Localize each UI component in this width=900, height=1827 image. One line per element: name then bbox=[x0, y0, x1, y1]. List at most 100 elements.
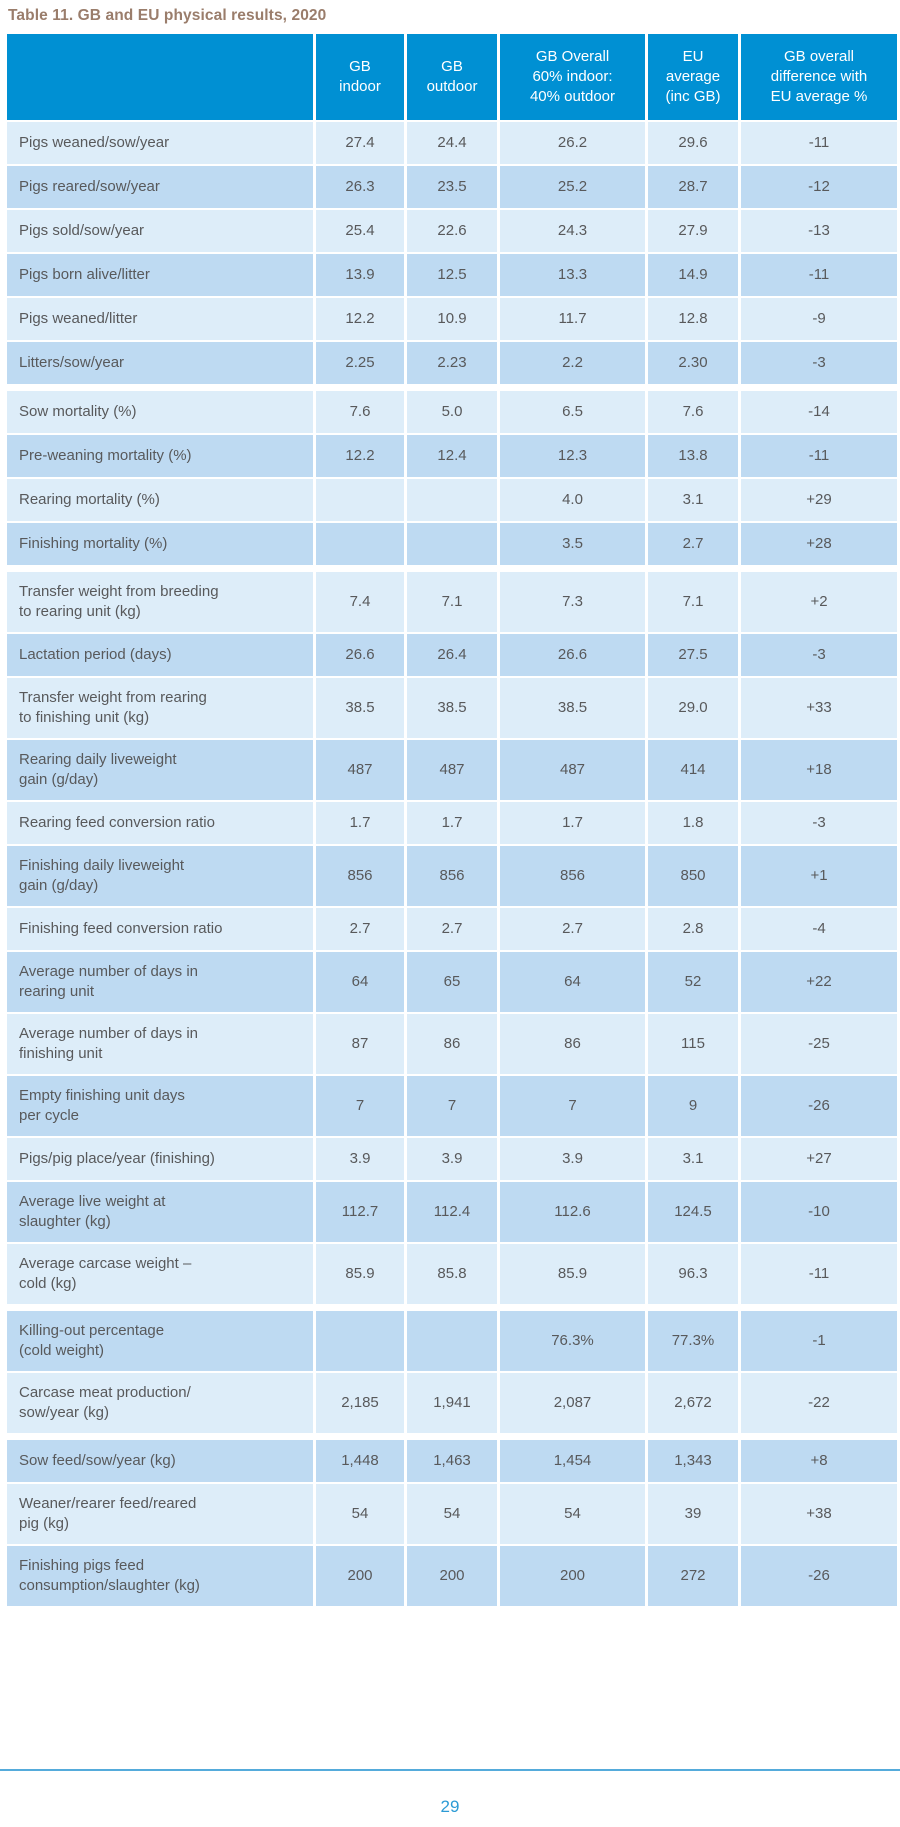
cell-value: 3.9 bbox=[500, 1138, 645, 1180]
page-number: 29 bbox=[440, 1797, 460, 1816]
cell-value: 7 bbox=[500, 1076, 645, 1136]
cell-value: +27 bbox=[741, 1138, 897, 1180]
cell-value: 7.6 bbox=[648, 391, 738, 433]
table-row: Transfer weight from breeding to rearing… bbox=[7, 572, 897, 632]
cell-value: -11 bbox=[741, 122, 897, 164]
cell-value: 54 bbox=[407, 1484, 497, 1544]
row-label: Average live weight at slaughter (kg) bbox=[7, 1182, 313, 1242]
row-label: Weaner/rearer feed/reared pig (kg) bbox=[7, 1484, 313, 1544]
cell-value: 85.9 bbox=[500, 1244, 645, 1304]
cell-value: +18 bbox=[741, 740, 897, 800]
header-cell: GB overall difference with EU average % bbox=[741, 34, 897, 120]
table-row: Rearing daily liveweight gain (g/day) 487… bbox=[7, 740, 897, 800]
row-label: Rearing mortality (%) bbox=[7, 479, 313, 521]
cell-value: 2.2 bbox=[500, 342, 645, 384]
cell-value: 12.2 bbox=[316, 435, 404, 477]
cell-value: 856 bbox=[407, 846, 497, 906]
row-label: Average number of days in finishing unit bbox=[7, 1014, 313, 1074]
cell-value: +22 bbox=[741, 952, 897, 1012]
cell-value: 7.1 bbox=[648, 572, 738, 632]
cell-value: 1.8 bbox=[648, 802, 738, 844]
cell-value: -11 bbox=[741, 1244, 897, 1304]
cell-value: 77.3% bbox=[648, 1311, 738, 1371]
cell-value: 25.2 bbox=[500, 166, 645, 208]
cell-value: 2,672 bbox=[648, 1373, 738, 1433]
cell-value: 200 bbox=[407, 1546, 497, 1606]
row-label: Pre-weaning mortality (%) bbox=[7, 435, 313, 477]
table-row: Rearing mortality (%) 4.0 3.1 +29 bbox=[7, 479, 897, 521]
cell-value: 96.3 bbox=[648, 1244, 738, 1304]
cell-value: 26.6 bbox=[316, 634, 404, 676]
cell-value: 64 bbox=[500, 952, 645, 1012]
cell-value: +1 bbox=[741, 846, 897, 906]
cell-value: 1,343 bbox=[648, 1440, 738, 1482]
cell-value: 12.3 bbox=[500, 435, 645, 477]
cell-value: -13 bbox=[741, 210, 897, 252]
cell-value: -26 bbox=[741, 1076, 897, 1136]
cell-value: 38.5 bbox=[407, 678, 497, 738]
cell-value: 13.8 bbox=[648, 435, 738, 477]
cell-value bbox=[407, 523, 497, 565]
cell-value: 850 bbox=[648, 846, 738, 906]
cell-value: 2.7 bbox=[648, 523, 738, 565]
cell-value: 12.8 bbox=[648, 298, 738, 340]
cell-value: 2,185 bbox=[316, 1373, 404, 1433]
row-label: Litters/sow/year bbox=[7, 342, 313, 384]
cell-value: 2.8 bbox=[648, 908, 738, 950]
cell-value: 39 bbox=[648, 1484, 738, 1544]
table-row: Transfer weight from rearing to finishin… bbox=[7, 678, 897, 738]
cell-value: 52 bbox=[648, 952, 738, 1012]
cell-value: 6.5 bbox=[500, 391, 645, 433]
cell-value: +2 bbox=[741, 572, 897, 632]
row-label: Pigs born alive/litter bbox=[7, 254, 313, 296]
row-label: Finishing mortality (%) bbox=[7, 523, 313, 565]
cell-value: 24.3 bbox=[500, 210, 645, 252]
table-row: Average number of days in finishing unit… bbox=[7, 1014, 897, 1074]
cell-value: 22.6 bbox=[407, 210, 497, 252]
cell-value: -3 bbox=[741, 802, 897, 844]
cell-value: 1.7 bbox=[500, 802, 645, 844]
row-label: Rearing daily liveweight gain (g/day) bbox=[7, 740, 313, 800]
cell-value: 3.9 bbox=[407, 1138, 497, 1180]
table-row: Average live weight at slaughter (kg) 112… bbox=[7, 1182, 897, 1242]
row-label: Rearing feed conversion ratio bbox=[7, 802, 313, 844]
cell-value: 13.3 bbox=[500, 254, 645, 296]
cell-value: +28 bbox=[741, 523, 897, 565]
table-row: Pigs born alive/litter 13.9 12.5 13.3 14.9 -1… bbox=[7, 254, 897, 296]
footer-divider bbox=[0, 1769, 900, 1771]
cell-value: 12.5 bbox=[407, 254, 497, 296]
row-label: Sow mortality (%) bbox=[7, 391, 313, 433]
cell-value: 29.0 bbox=[648, 678, 738, 738]
cell-value: 14.9 bbox=[648, 254, 738, 296]
cell-value: 25.4 bbox=[316, 210, 404, 252]
cell-value: 54 bbox=[316, 1484, 404, 1544]
cell-value: 2.23 bbox=[407, 342, 497, 384]
table-row: Pigs sold/sow/year 25.4 22.6 24.3 27.9 -13 bbox=[7, 210, 897, 252]
cell-value: 26.4 bbox=[407, 634, 497, 676]
cell-value: 12.2 bbox=[316, 298, 404, 340]
cell-value: -12 bbox=[741, 166, 897, 208]
cell-value: 2.30 bbox=[648, 342, 738, 384]
header-cell: GB Overall 60% indoor: 40% outdoor bbox=[500, 34, 645, 120]
row-label: Killing-out percentage (cold weight) bbox=[7, 1311, 313, 1371]
cell-value: 27.9 bbox=[648, 210, 738, 252]
cell-value: -14 bbox=[741, 391, 897, 433]
table-row: Carcase meat production/ sow/year (kg) 2,… bbox=[7, 1373, 897, 1433]
cell-value: 54 bbox=[500, 1484, 645, 1544]
cell-value: 86 bbox=[500, 1014, 645, 1074]
cell-value bbox=[407, 479, 497, 521]
cell-value: 200 bbox=[316, 1546, 404, 1606]
row-label: Average carcase weight – cold (kg) bbox=[7, 1244, 313, 1304]
cell-value: 2.7 bbox=[407, 908, 497, 950]
table-row: Pigs weaned/litter 12.2 10.9 11.7 12.8 -9 bbox=[7, 298, 897, 340]
row-label: Sow feed/sow/year (kg) bbox=[7, 1440, 313, 1482]
cell-value: 3.1 bbox=[648, 1138, 738, 1180]
row-group: Pigs weaned/sow/year 27.4 24.4 26.2 29.6 -11 P… bbox=[7, 122, 897, 384]
table-row: Empty finishing unit days per cycle 7 7 7 9-… bbox=[7, 1076, 897, 1136]
table-row: Sow feed/sow/year (kg) 1,448 1,463 1,454 1,3… bbox=[7, 1440, 897, 1482]
cell-value: 26.2 bbox=[500, 122, 645, 164]
cell-value: -26 bbox=[741, 1546, 897, 1606]
table-row: Pigs weaned/sow/year 27.4 24.4 26.2 29.6 -11 bbox=[7, 122, 897, 164]
row-label: Pigs weaned/sow/year bbox=[7, 122, 313, 164]
cell-value: 27.5 bbox=[648, 634, 738, 676]
